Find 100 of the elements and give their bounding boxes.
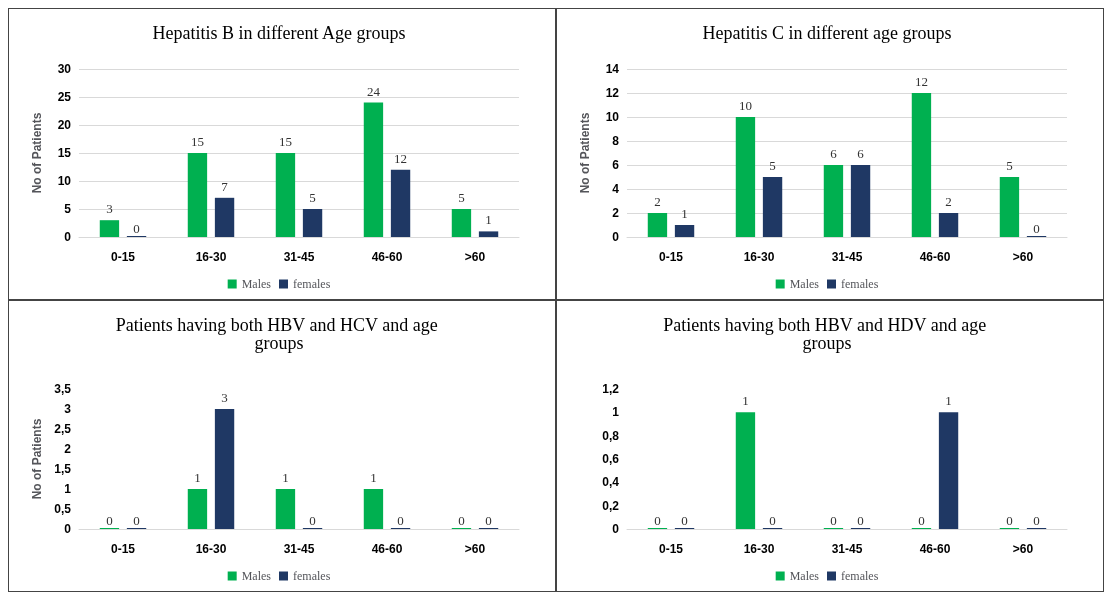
x-tick-label: 31-45 [831, 542, 863, 556]
x-tick-label: >60 [1012, 542, 1034, 556]
chart-title: Hepatitis B in different Age groups [152, 23, 406, 43]
x-tick-label: 46-60 [371, 542, 403, 556]
legend-label: Males [241, 569, 272, 583]
data-label: 0 [1033, 513, 1040, 528]
legend-label: females [293, 277, 331, 291]
bar [735, 117, 756, 237]
x-tick-label: 0-15 [658, 542, 684, 556]
data-label: 5 [1006, 158, 1013, 173]
bar [275, 153, 296, 237]
data-label: 6 [830, 146, 838, 161]
chart-title: Patients having both HBV and HCV and age groups [115, 315, 443, 353]
data-label: 1 [742, 393, 749, 409]
bar [187, 489, 208, 529]
y-tick-label: 6 [612, 158, 620, 172]
x-tick-label: 16-30 [195, 542, 227, 556]
x-tick-label: 0-15 [110, 542, 136, 556]
bar [911, 93, 932, 237]
data-label: 0 [654, 513, 661, 528]
y-tick-label: 4 [612, 182, 620, 196]
y-tick-label: 0,4 [602, 475, 620, 490]
data-label: 0 [458, 513, 465, 528]
data-label: 1 [485, 212, 492, 228]
data-label: 15 [278, 134, 292, 149]
y-tick-label: 1 [64, 482, 72, 496]
bar [823, 165, 844, 237]
legend-label: females [293, 569, 331, 583]
data-label: 2 [945, 194, 952, 209]
bar [478, 231, 499, 237]
chart-title: Hepatitis C in different age groups [702, 23, 952, 43]
y-tick-label: 30 [57, 62, 72, 76]
y-tick-label: 2,5 [54, 422, 72, 436]
y-tick-label: 25 [57, 90, 72, 104]
x-tick-label: 16-30 [195, 250, 227, 264]
y-tick-label: 20 [57, 118, 72, 132]
y-tick-label: 10 [57, 174, 72, 188]
y-tick-label: 3 [64, 402, 72, 416]
y-tick-label: 14 [605, 62, 620, 76]
data-label: 1 [681, 206, 688, 221]
x-tick-label: 31-45 [831, 250, 863, 264]
y-tick-label: 0 [612, 230, 620, 244]
x-tick-label: 31-45 [283, 250, 315, 264]
x-tick-label: 16-30 [743, 542, 775, 556]
bar [938, 213, 959, 237]
bar [363, 102, 384, 237]
x-tick-label: >60 [464, 250, 486, 264]
y-tick-label: 1,2 [602, 382, 620, 396]
data-label: 2 [654, 194, 661, 209]
data-label: 5 [769, 158, 776, 173]
bar [999, 177, 1020, 237]
legend-label: Males [241, 277, 272, 291]
bar [214, 409, 235, 529]
data-label: 3 [106, 201, 113, 217]
data-label: 0 [857, 513, 864, 528]
x-tick-label: >60 [1012, 250, 1034, 264]
bar [390, 169, 411, 237]
y-tick-label: 0,6 [602, 452, 620, 466]
data-label: 24 [366, 83, 381, 99]
data-label: 0 [1033, 221, 1040, 236]
y-tick-label: 0,5 [54, 502, 72, 516]
y-tick-label: 12 [605, 86, 620, 100]
x-tick-label: 46-60 [919, 250, 951, 264]
y-tick-label: 2 [612, 206, 620, 220]
x-tick-label: 46-60 [371, 250, 403, 264]
y-tick-label: 0,2 [602, 498, 620, 513]
data-label: 12 [394, 150, 408, 166]
y-axis-title: No of Patients [30, 112, 44, 194]
y-axis-title: No of Patients [30, 418, 44, 500]
bar [275, 489, 296, 529]
bar [674, 225, 695, 237]
x-tick-label: 46-60 [919, 542, 951, 556]
y-tick-label: 0,8 [602, 428, 620, 443]
bar [850, 165, 871, 237]
data-label: 5 [458, 190, 465, 205]
data-label: 0 [485, 513, 492, 528]
data-label: 0 [830, 513, 837, 528]
y-tick-label: 2 [64, 442, 72, 456]
y-tick-label: 3,5 [54, 382, 72, 396]
y-axis-title: No of Patients [578, 112, 592, 194]
x-tick-label: 0-15 [110, 250, 136, 264]
data-label: 15 [190, 134, 204, 149]
legend-label: females [841, 277, 879, 291]
x-tick-label: 16-30 [743, 250, 775, 264]
x-tick-label: 31-45 [283, 542, 315, 556]
data-label: 10 [738, 98, 752, 113]
data-label: 0 [681, 513, 688, 528]
data-label: 5 [309, 190, 316, 205]
data-label: 0 [106, 513, 113, 528]
data-label: 7 [221, 178, 229, 194]
bar [762, 177, 783, 237]
y-tick-label: 0 [64, 230, 72, 244]
y-tick-label: 1 [612, 405, 620, 420]
y-tick-label: 1,5 [54, 462, 72, 476]
data-label: 12 [914, 74, 928, 89]
x-tick-label: 0-15 [658, 250, 684, 264]
data-label: 0 [1006, 513, 1013, 528]
bar [99, 220, 120, 237]
data-label: 1 [282, 470, 289, 485]
y-tick-label: 5 [64, 202, 72, 216]
